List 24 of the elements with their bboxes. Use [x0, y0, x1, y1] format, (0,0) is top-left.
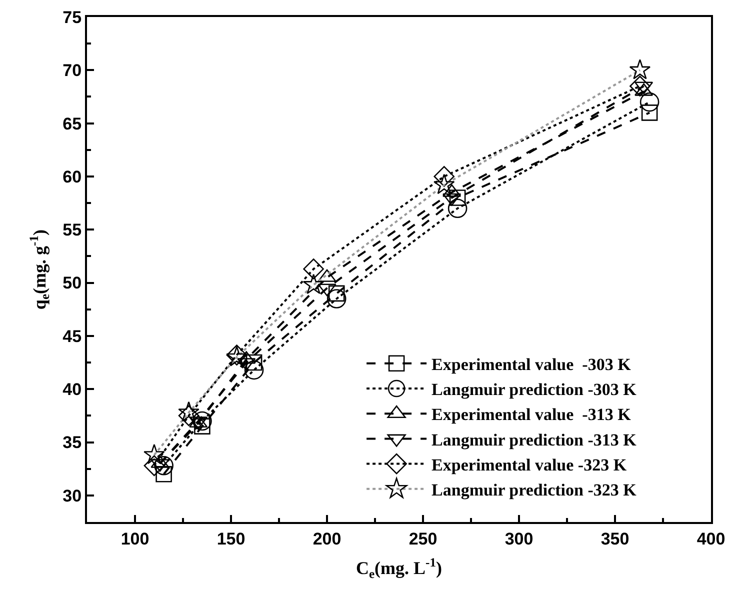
y-tick-label: 60	[62, 167, 82, 186]
y-tick-label: 50	[62, 274, 82, 293]
y-tick-label: 30	[62, 486, 82, 506]
y-tick-label: 75	[62, 8, 82, 27]
y-tick-label: 55	[62, 220, 82, 240]
legend-label: Experimental value -303 K	[432, 355, 632, 374]
x-tick-label: 150	[216, 529, 246, 548]
x-tick-label: 100	[120, 529, 150, 548]
x-tick-label: 300	[504, 529, 534, 548]
x-tick-label: 200	[312, 529, 342, 548]
y-tick-label: 35	[62, 433, 82, 452]
legend-label: Langmuir prediction -303 K	[432, 380, 638, 400]
legend-label: Langmuir prediction -323 K	[432, 480, 638, 500]
y-tick-label: 45	[62, 326, 82, 346]
legend-label: Langmuir prediction -313 K	[432, 430, 638, 450]
y-tick-label: 65	[62, 114, 82, 134]
y-tick-label: 70	[62, 61, 82, 80]
x-tick-label: 250	[408, 529, 438, 548]
x-tick-label: 350	[600, 529, 630, 548]
legend-label: Experimental value -313 K	[432, 405, 632, 424]
legend-label: Experimental value -323 K	[432, 455, 628, 474]
x-axis-title: C$_{e}$(mg. L$^{-1}$)	[356, 555, 442, 581]
x-tick-label: 400	[696, 529, 726, 548]
y-tick-label: 40	[62, 380, 82, 400]
